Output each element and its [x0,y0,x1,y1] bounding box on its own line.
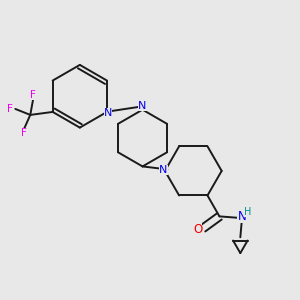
Text: H: H [244,208,251,218]
Text: N: N [138,101,147,111]
Text: N: N [159,165,168,175]
Text: F: F [21,128,27,138]
Text: O: O [193,223,202,236]
Text: N: N [104,108,112,118]
Text: F: F [7,104,13,114]
Text: F: F [30,90,36,100]
Text: N: N [237,210,246,223]
